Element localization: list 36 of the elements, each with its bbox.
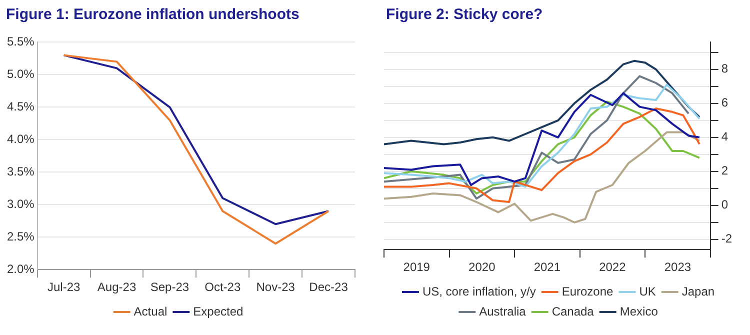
chart-title: Figure 1: Eurozone inflation undershoots [6,6,300,23]
x-tick-label: Dec-23 [309,280,348,294]
y-tick-label: 8 [721,62,728,76]
legend-label: UK [639,284,656,298]
x-tick-label: Jul-23 [47,280,80,294]
legend-label: US, core inflation, y/y [422,284,536,298]
legend-label: Actual [134,304,168,318]
y-tick-label: 5.0% [6,67,35,81]
x-tick-label: Sep-23 [150,280,190,294]
y-tick-label: 4.5% [6,99,35,114]
legend-label: Japan [682,284,715,298]
chart-title: Figure 2: Sticky core? [386,6,543,23]
x-tick-label: 2021 [534,260,561,274]
y-tick-label: 2 [721,164,728,178]
x-tick-label: 2019 [403,260,430,274]
y-tick-label: 0 [721,198,728,212]
legend-label: Eurozone [562,284,614,298]
x-tick-label: Aug-23 [97,280,136,294]
y-tick-label: 4 [721,130,728,144]
y-tick-label: -2 [721,232,732,246]
x-tick-label: 2020 [468,260,496,274]
legend-label: Canada [552,304,594,318]
legend-label: Australia [479,304,526,318]
x-tick-label: 2022 [599,260,626,274]
y-tick-label: 6 [721,96,728,110]
x-tick-label: Nov-23 [256,280,296,294]
y-tick-label: 5.5% [6,34,35,49]
y-tick-label: 3.0% [6,196,35,211]
x-tick-label: Oct-23 [204,280,241,294]
legend-label: Mexico [620,304,658,318]
y-tick-label: 2.0% [6,262,35,276]
y-tick-label: 2.5% [6,229,35,244]
y-tick-label: 4.0% [6,132,35,146]
legend-label: Expected [193,304,244,318]
y-tick-label: 3.5% [6,164,35,178]
x-tick-label: 2023 [664,260,692,274]
